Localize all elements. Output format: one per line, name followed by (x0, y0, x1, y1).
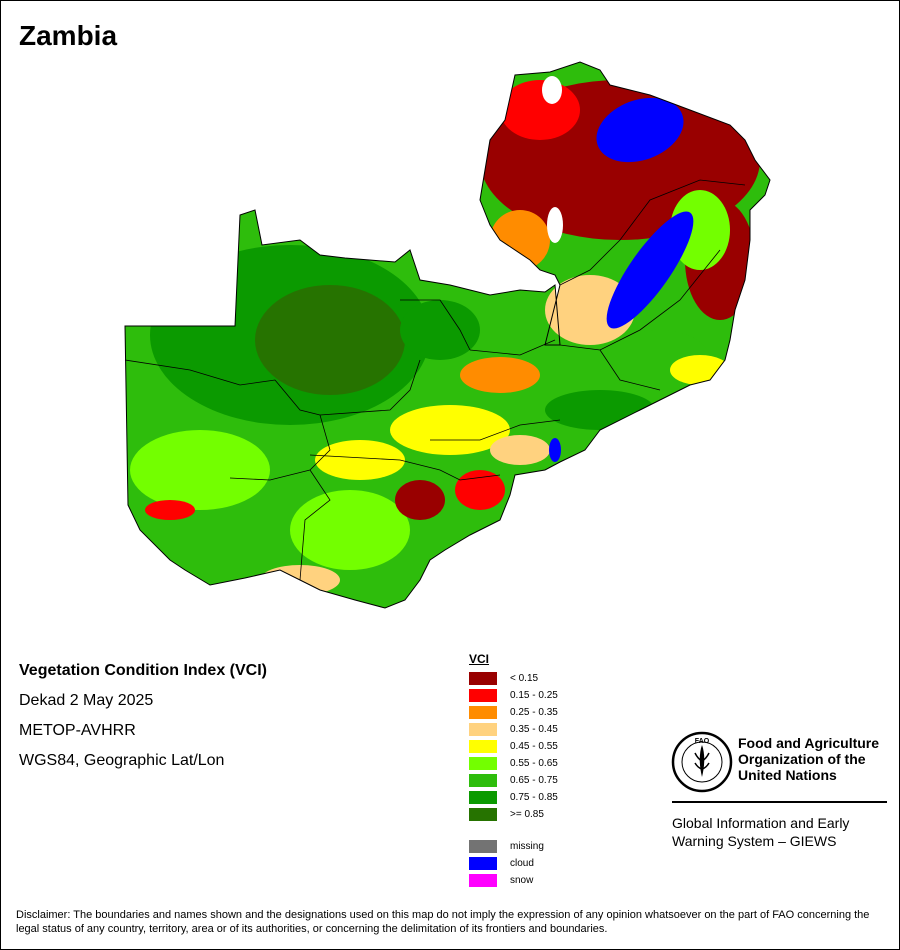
organization-name-line: United Nations (738, 767, 837, 783)
legend-classes: < 0.15 0.15 - 0.25 0.25 - 0.35 0.35 - 0.45 0… (469, 670, 558, 823)
legend-item-other: cloud (469, 855, 558, 872)
legend-swatch (469, 740, 497, 753)
organization-name-line: Food and Agriculture (738, 735, 880, 751)
legend-swatch (469, 791, 497, 804)
giews-line: Global Information and Early (672, 815, 850, 831)
legend-swatch (469, 840, 497, 853)
map-title: Zambia (19, 20, 118, 51)
divider (672, 801, 887, 803)
index-name: Vegetation Condition Index (VCI) (19, 662, 267, 679)
fao-logo: FAO (671, 731, 733, 793)
legend-label: cloud (510, 858, 534, 869)
legend-swatch (469, 672, 497, 685)
legend-label: 0.35 - 0.45 (510, 724, 558, 735)
legend-item: 0.75 - 0.85 (469, 789, 558, 806)
legend-swatch (469, 757, 497, 770)
province-boundaries (124, 179, 746, 581)
legend-swatch (469, 774, 497, 787)
legend: VCI < 0.15 0.15 - 0.25 0.25 - 0.35 0.35 - 0… (469, 652, 558, 889)
legend-label: >= 0.85 (510, 809, 544, 820)
giews-name: Global Information and Early Warning Sys… (672, 814, 892, 850)
period-text: Dekad 2 May 2025 (19, 692, 154, 709)
legend-label: snow (510, 875, 534, 886)
legend-item: 0.55 - 0.65 (469, 755, 558, 772)
organization-name: Food and Agriculture Organization of the… (738, 735, 879, 783)
legend-label: < 0.15 (510, 673, 539, 684)
legend-swatch (469, 723, 497, 736)
legend-item: 0.45 - 0.55 (469, 738, 558, 755)
legend-swatch (469, 689, 497, 702)
giews-line: Warning System – GIEWS (672, 833, 837, 849)
legend-item: 0.15 - 0.25 (469, 687, 558, 704)
legend-label: 0.45 - 0.55 (510, 741, 558, 752)
legend-swatch (469, 874, 497, 887)
disclaimer: Disclaimer: The boundaries and names sho… (16, 909, 870, 935)
map-info: Vegetation Condition Index (VCI) Dekad 2… (19, 656, 267, 776)
legend-item-other: snow (469, 872, 558, 889)
legend-label: 0.15 - 0.25 (510, 690, 558, 701)
legend-item: 0.35 - 0.45 (469, 721, 558, 738)
legend-item: 0.65 - 0.75 (469, 772, 558, 789)
legend-label: 0.75 - 0.85 (510, 792, 558, 803)
projection-text: WGS84, Geographic Lat/Lon (19, 752, 225, 769)
legend-item: >= 0.85 (469, 806, 558, 823)
organization-name-line: Organization of the (738, 751, 866, 767)
legend-label: 0.55 - 0.65 (510, 758, 558, 769)
legend-label: missing (510, 841, 544, 852)
legend-other: missing cloud snow (469, 838, 558, 889)
fao-logo-text: FAO (695, 738, 710, 745)
vci-map (124, 61, 771, 609)
legend-item: < 0.15 (469, 670, 558, 687)
legend-label: 0.25 - 0.35 (510, 707, 558, 718)
legend-label: 0.65 - 0.75 (510, 775, 558, 786)
legend-item-other: missing (469, 838, 558, 855)
legend-swatch (469, 706, 497, 719)
legend-item: 0.25 - 0.35 (469, 704, 558, 721)
vci-raster (125, 62, 770, 608)
legend-swatch (469, 808, 497, 821)
legend-title: VCI (469, 652, 490, 666)
legend-swatch (469, 857, 497, 870)
sensor-text: METOP-AVHRR (19, 722, 136, 739)
